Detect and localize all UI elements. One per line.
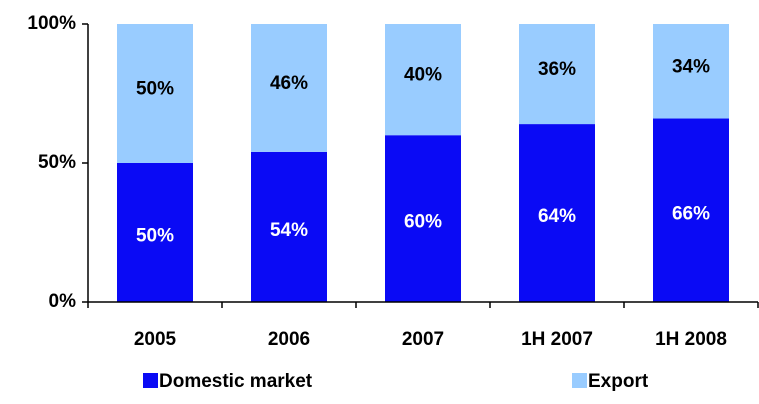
x-tick-label: 1H 2007 — [521, 329, 593, 350]
data-label: 66% — [672, 203, 710, 224]
bar-segment — [519, 24, 595, 125]
x-tick-label: 2005 — [134, 329, 177, 350]
bar-segment — [251, 24, 327, 152]
data-label: 60% — [404, 212, 442, 233]
bar-segment — [653, 24, 729, 119]
bar-segment — [385, 24, 461, 136]
x-tick-label: 2007 — [402, 329, 444, 350]
x-tick-label: 1H 2008 — [655, 329, 727, 350]
bar-segment — [117, 163, 193, 302]
data-label: 40% — [404, 65, 442, 86]
data-label: 64% — [538, 206, 576, 227]
bar-segment — [519, 124, 595, 302]
data-label: 36% — [538, 59, 576, 80]
data-label: 34% — [672, 56, 710, 77]
bar-segment — [117, 24, 193, 163]
data-label: 54% — [270, 220, 308, 241]
y-tick-label: 50% — [38, 152, 76, 173]
legend-label: Domestic market — [159, 371, 313, 392]
legend-swatch — [572, 373, 587, 388]
legend-label: Export — [588, 371, 649, 392]
bar-segment — [251, 151, 327, 302]
legend-swatch — [143, 373, 158, 388]
x-tick-label: 2006 — [268, 329, 310, 350]
y-tick-label: 100% — [27, 13, 76, 34]
bar-segment — [653, 118, 729, 303]
bar-segment — [385, 135, 461, 302]
data-label: 50% — [136, 79, 174, 100]
data-label: 50% — [136, 226, 174, 247]
data-label: 46% — [270, 73, 308, 94]
y-tick-label: 0% — [49, 291, 77, 312]
